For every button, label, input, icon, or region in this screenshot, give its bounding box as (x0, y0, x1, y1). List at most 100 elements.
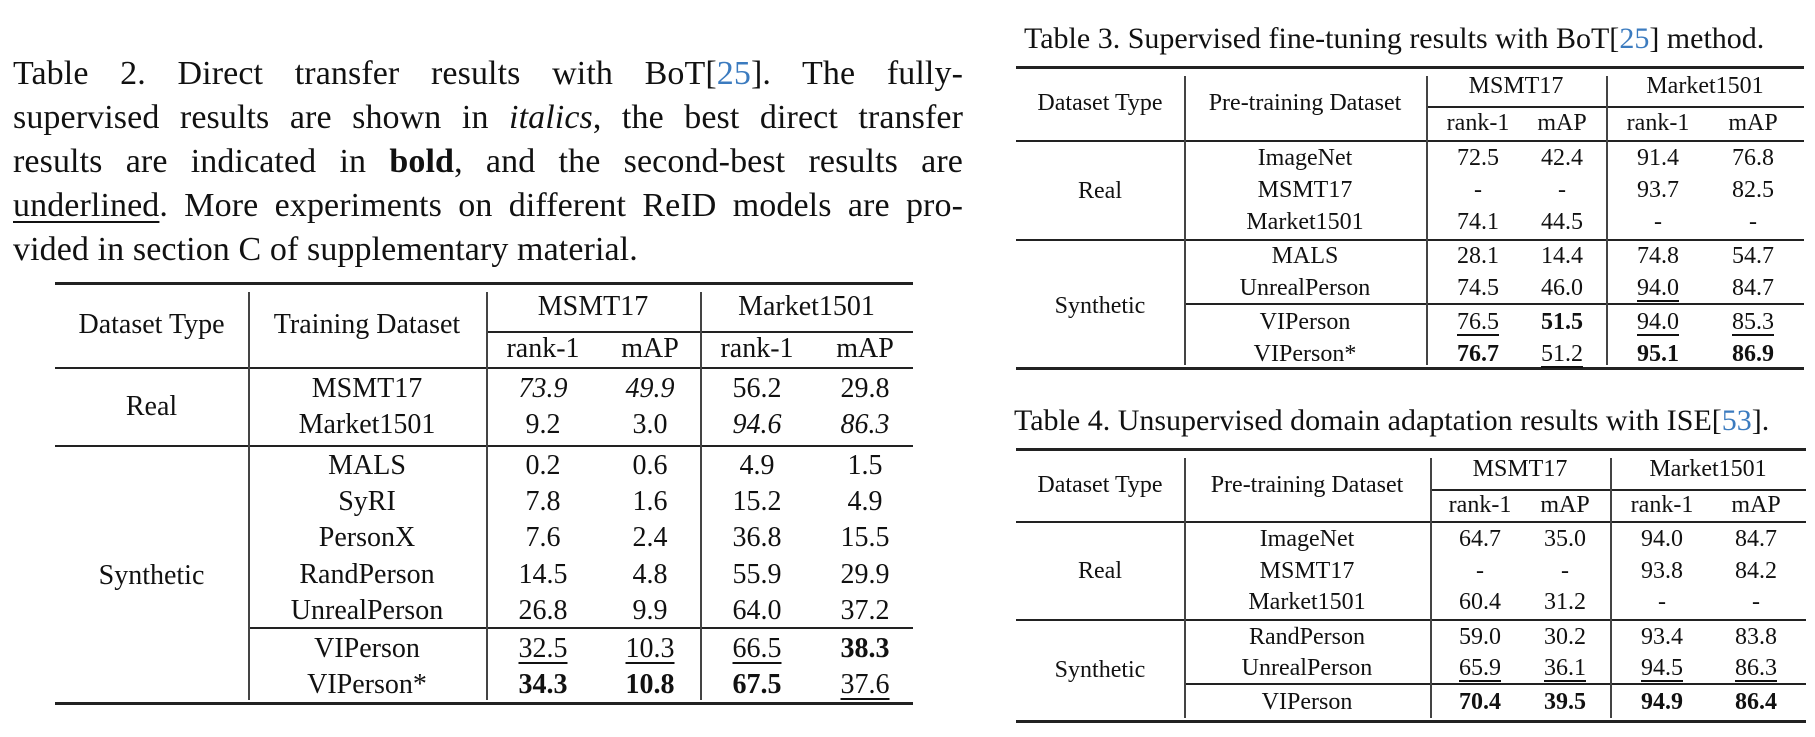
metric-value: 29.9 (840, 558, 890, 590)
row-dataset-name: MALS (1271, 243, 1339, 270)
metric-value: 74.8 (1637, 243, 1679, 270)
metric-value: - (1561, 557, 1569, 584)
header-map: mAP (1537, 110, 1587, 136)
row-dataset-name: RandPerson (1249, 623, 1365, 650)
caption-text: ] method. (1649, 22, 1765, 55)
row-dataset-name: VIPerson (1259, 309, 1351, 335)
metric-value: 49.9 (625, 373, 675, 404)
metric-value: 36.8 (732, 522, 782, 554)
table-rule (1184, 683, 1806, 685)
citation-link[interactable]: 25 (1619, 22, 1650, 55)
metric-value: 0.6 (632, 449, 668, 481)
caption-text: , and the second-best results are (454, 143, 963, 180)
caption-text: Table 2. Direct transfer results with Bo… (13, 55, 717, 92)
metric-value: 51.5 (1541, 309, 1583, 335)
metric-value: 4.9 (739, 449, 775, 481)
metric-value: 73.9 (518, 373, 568, 404)
table-rule (1016, 367, 1804, 370)
row-dataset-name: Market1501 (298, 409, 436, 441)
header-rank1: rank-1 (1626, 110, 1690, 136)
metric-value: 94.6 (732, 409, 782, 441)
metric-value: 94.0 (1641, 526, 1683, 552)
caption-text: . More experiments on different ReID mod… (159, 187, 963, 224)
metric-value: 37.6 (840, 669, 890, 701)
column-divider (1430, 458, 1432, 718)
metric-value: 42.4 (1541, 145, 1583, 171)
row-dataset-name: MSMT17 (311, 373, 423, 404)
metric-value: 72.5 (1457, 145, 1499, 171)
header-map: mAP (836, 333, 894, 364)
column-divider (486, 292, 488, 700)
table-rule (1430, 489, 1806, 491)
metric-value: 31.2 (1544, 589, 1586, 616)
metric-value: 36.1 (1544, 655, 1586, 682)
header-market1501: Market1501 (1646, 73, 1764, 99)
metric-value: 54.7 (1732, 243, 1774, 270)
row-dataset-name: ImageNet (1257, 145, 1353, 171)
header-dataset: Training Dataset (273, 308, 461, 340)
row-dataset-name: VIPerson (1261, 689, 1353, 715)
metric-value: 44.5 (1541, 208, 1583, 235)
metric-value: 30.2 (1544, 623, 1586, 650)
header-market1501: Market1501 (1649, 455, 1767, 482)
header-dataset-type: Dataset Type (78, 308, 225, 340)
row-dataset-name: UnrealPerson (290, 594, 444, 626)
metric-value: 35.0 (1544, 526, 1586, 552)
column-divider (1184, 76, 1186, 365)
table-rule (55, 702, 913, 705)
metric-value: 37.2 (840, 594, 890, 626)
column-divider (1610, 458, 1612, 718)
metric-value: 4.8 (632, 558, 668, 590)
table-rule (55, 367, 913, 369)
header-dataset: Pre-training Dataset (1208, 90, 1402, 116)
metric-value: - (1558, 176, 1566, 203)
caption-text: ]. The fully- (751, 55, 964, 92)
citation-link[interactable]: 53 (1721, 404, 1752, 437)
column-divider (1426, 76, 1428, 365)
metric-value: 51.2 (1541, 340, 1583, 367)
metric-value: 59.0 (1459, 623, 1501, 650)
caption-text: supervised results are shown in (13, 99, 510, 136)
row-dataset-name: UnrealPerson (1241, 655, 1373, 682)
group-dataset-type: Synthetic (1054, 657, 1146, 684)
table-rule (1016, 448, 1806, 451)
caption-line-5: vided in section C of supplementary mate… (13, 228, 963, 272)
metric-value: 0.2 (525, 449, 561, 481)
column-divider (1184, 458, 1186, 718)
header-map: mAP (1540, 492, 1590, 518)
table-rule (1016, 238, 1804, 241)
metric-value: 65.9 (1459, 655, 1501, 682)
metric-value: 93.8 (1641, 557, 1683, 584)
metric-value: 9.2 (525, 409, 561, 441)
column-divider (248, 292, 250, 700)
header-dataset-type: Dataset Type (1037, 90, 1163, 116)
table-rule (248, 627, 913, 630)
header-rank1: rank-1 (1630, 492, 1694, 518)
caption-line-3: results are indicated in bold, and the s… (13, 140, 963, 184)
header-msmt17: MSMT17 (1472, 455, 1568, 482)
table-rule (486, 331, 913, 333)
metric-value: 70.4 (1459, 689, 1501, 715)
row-dataset-name: VIPerson* (1253, 340, 1357, 367)
table-rule (1016, 521, 1806, 523)
metric-value: 15.5 (840, 522, 890, 554)
table-rule (55, 444, 913, 447)
metric-value: 94.0 (1637, 275, 1679, 302)
metric-value: - (1474, 176, 1482, 203)
metric-value: 34.3 (518, 669, 568, 701)
row-dataset-name: MALS (328, 449, 406, 481)
group-dataset-type: Real (1078, 177, 1122, 204)
header-market1501: Market1501 (738, 290, 875, 322)
group-dataset-type: Real (125, 391, 178, 423)
caption-italic-text: italics (509, 99, 593, 136)
metric-value: 94.0 (1637, 309, 1679, 335)
table-rule (55, 282, 913, 285)
row-dataset-name: VIPerson (314, 633, 420, 665)
citation-link[interactable]: 25 (716, 55, 751, 92)
metric-value: 26.8 (518, 594, 568, 626)
metric-value: 56.2 (732, 373, 782, 404)
table-rule (1016, 66, 1804, 69)
metric-value: 28.1 (1457, 243, 1499, 270)
metric-value: 84.2 (1735, 557, 1777, 584)
caption-line-4: underlined. More experiments on differen… (13, 184, 963, 228)
